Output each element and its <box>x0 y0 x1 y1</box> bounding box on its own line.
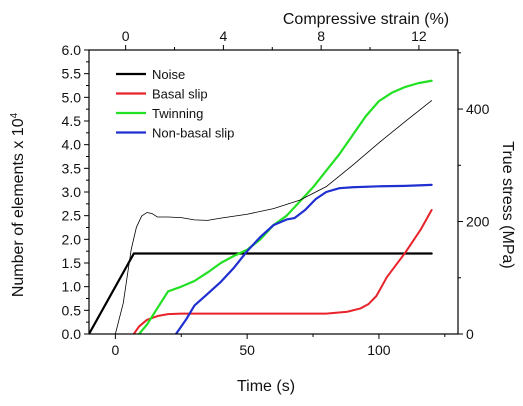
series-layer <box>89 79 433 334</box>
y-tick-label: 5.5 <box>62 66 82 82</box>
y-axis-title: Number of elements x 104 <box>9 112 27 297</box>
y-tick-label: 3.0 <box>62 184 82 200</box>
y-tick-label: 0.0 <box>62 326 82 342</box>
y-tick-label: 0.5 <box>62 302 82 318</box>
legend-label-non-basal-slip: Non-basal slip <box>152 126 234 141</box>
y-tick-label: 4.5 <box>62 113 82 129</box>
series-line-stress-curve <box>114 100 433 334</box>
right-axis-title: True stress (MPa) <box>499 141 516 268</box>
legend-label-noise: Noise <box>152 67 185 82</box>
y-tick-label: 6.0 <box>62 42 82 58</box>
top-tick-label: 12 <box>411 28 427 44</box>
series-line-noise <box>89 252 433 334</box>
top-tick-label: 8 <box>317 28 325 44</box>
y-tick-label: 4.0 <box>62 137 82 153</box>
x-tick-label: 0 <box>111 342 119 358</box>
right-tick-label: 0 <box>466 326 474 342</box>
top-tick-label: 0 <box>122 28 130 44</box>
y-tick-label: 1.5 <box>62 255 82 271</box>
y-axis-title-superscript: 4 <box>9 112 20 118</box>
right-tick-label: 400 <box>466 101 490 117</box>
right-tick-label: 200 <box>466 214 490 230</box>
x-axis-title: Time (s) <box>237 378 295 395</box>
top-tick-label: 4 <box>220 28 228 44</box>
x-tick-label: 50 <box>239 342 255 358</box>
y-tick-label: 2.5 <box>62 208 82 224</box>
y-tick-label: 2.0 <box>62 231 82 247</box>
y-axis-title-main: Number of elements x 10 <box>10 118 27 297</box>
series-line-non-basal-slip <box>174 183 433 334</box>
top-axis-title: Compressive strain (%) <box>283 11 449 28</box>
series-line-twinning <box>137 79 433 334</box>
y-tick-label: 3.5 <box>62 160 82 176</box>
ticks-layer: 0.0 0.5 1.0 1.5 2.0 2.5 3.0 3.5 4.0 4.5 5.0 5.5 6.0 0… <box>62 28 490 358</box>
legend-label-twinning: Twinning <box>152 106 203 121</box>
legend: Noise Basal slip Twinning Non-basal slip <box>116 67 234 141</box>
y-tick-label: 5.0 <box>62 89 82 105</box>
series-line-basal-slip <box>132 208 433 334</box>
legend-label-basal-slip: Basal slip <box>152 87 208 102</box>
x-tick-label: 100 <box>367 342 391 358</box>
y-tick-label: 1.0 <box>62 279 82 295</box>
